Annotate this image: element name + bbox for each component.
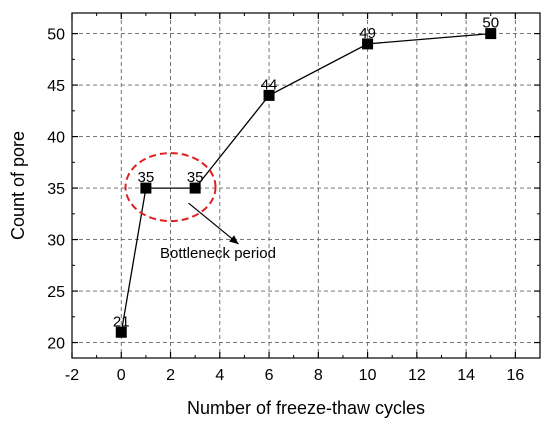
data-point: [140, 182, 152, 194]
y-tick-label: 35: [47, 181, 65, 198]
x-tick-label: 10: [359, 367, 377, 384]
x-tick-label: 2: [166, 367, 175, 384]
x-tick-label: 14: [457, 367, 475, 384]
y-tick-label: 30: [47, 233, 65, 250]
x-tick-label: 6: [265, 367, 274, 384]
annotation-label: Bottleneck period: [160, 245, 276, 262]
data-label: 44: [261, 76, 278, 93]
data-labels: 21 35 35 44 49 50: [113, 15, 499, 331]
x-tick-label: -2: [65, 367, 79, 384]
y-tick-label: 50: [47, 27, 65, 44]
y-tick-label: 45: [47, 78, 65, 95]
highlight: [124, 152, 239, 245]
plot-frame: [71, 12, 541, 359]
y-tick-label: 25: [47, 284, 65, 301]
y-axis-title: Count of pore: [8, 131, 28, 240]
x-tick-label: 8: [314, 367, 323, 384]
data-point: [485, 28, 497, 40]
y-tick-label: 40: [47, 130, 65, 147]
bottleneck-ellipse: [124, 152, 217, 223]
axis-ticks: 20 25 30 35 40 45 50 -2 0 2 4 6 8 10 12 14 16: [47, 13, 540, 384]
x-tick-label: 0: [117, 367, 126, 384]
annotation-arrow: [188, 202, 239, 245]
data-label: 50: [482, 15, 499, 32]
series-polyline: [120, 32, 491, 333]
data-point: [362, 38, 374, 50]
y-tick-label: 20: [47, 336, 65, 353]
x-tick-label: 4: [215, 367, 224, 384]
data-point: [263, 89, 275, 101]
x-tick-label: 16: [506, 367, 524, 384]
x-tick-label: 12: [408, 367, 426, 384]
data-markers: [115, 28, 497, 338]
data-label: 21: [113, 313, 130, 330]
data-label: 35: [187, 169, 204, 186]
annotation-arrowhead: [229, 235, 239, 245]
data-point: [115, 326, 127, 338]
series-line: [120, 32, 491, 333]
data-point: [189, 182, 201, 194]
x-axis-title: Number of freeze-thaw cycles: [187, 398, 425, 418]
data-label: 35: [138, 169, 155, 186]
data-label: 49: [359, 25, 376, 42]
